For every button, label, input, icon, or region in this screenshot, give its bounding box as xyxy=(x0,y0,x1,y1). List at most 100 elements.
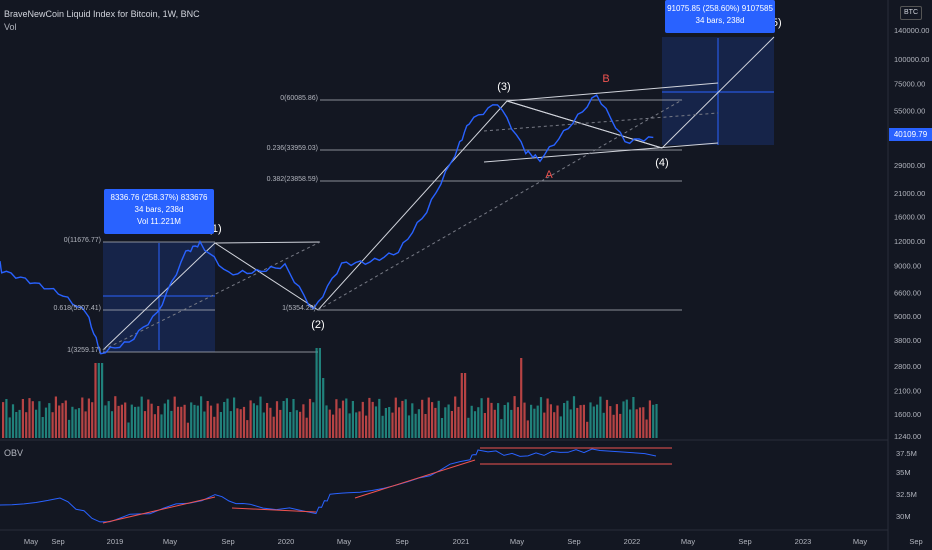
volume-bar xyxy=(110,411,114,438)
price-series-line[interactable] xyxy=(0,94,654,355)
volume-bar xyxy=(97,363,100,438)
volume-bar xyxy=(345,398,348,438)
volume-bar xyxy=(622,401,625,438)
volume-bar xyxy=(315,348,318,438)
volume-bar xyxy=(526,420,529,438)
obv-trendlines xyxy=(102,447,672,524)
fib-level-label: 0(60085.86) xyxy=(280,95,318,102)
volume-bar xyxy=(612,414,615,438)
tooltip-a-line1: 8336.76 (258.37%) 833676 xyxy=(110,193,208,202)
volume-bar xyxy=(470,405,473,438)
currency-badge[interactable]: BTC xyxy=(900,6,922,20)
volume-bar xyxy=(61,403,64,438)
price-tick-label: 6600.00 xyxy=(894,288,921,297)
volume-bar xyxy=(437,400,440,438)
volume-bar xyxy=(434,407,437,438)
volume-bar xyxy=(576,407,579,438)
volume-bar xyxy=(440,418,444,438)
volume-bar xyxy=(259,396,262,438)
volume-bar xyxy=(308,398,312,438)
volume-bar xyxy=(563,403,566,438)
volume-bar xyxy=(335,399,338,438)
volume-bar xyxy=(586,421,589,438)
volume-bar xyxy=(322,378,325,438)
volume-bar xyxy=(365,415,368,438)
volume-bar xyxy=(533,408,536,438)
volume-bar xyxy=(160,414,163,438)
volume-bar xyxy=(239,409,242,438)
price-tick-label: 2100.00 xyxy=(894,387,921,396)
current-price-tag: 40109.79 xyxy=(889,128,932,141)
volume-bar xyxy=(54,396,57,438)
volume-bar xyxy=(226,398,229,438)
volume-bar xyxy=(193,404,196,438)
wave-label: (2) xyxy=(311,319,324,331)
volume-bar xyxy=(242,406,246,438)
volume-bar xyxy=(500,419,503,438)
obv-tick-label: 30M xyxy=(896,512,911,521)
volume-bar xyxy=(404,399,407,438)
volume-bar xyxy=(642,407,645,438)
volume-bar xyxy=(77,408,81,438)
price-tick-label: 3800.00 xyxy=(894,336,921,345)
volume-bars xyxy=(2,348,658,438)
time-tick-label: Sep xyxy=(567,537,580,546)
wave-labels: (1)(2)(3)(4)(5)AB xyxy=(208,17,781,331)
volume-bar xyxy=(530,404,533,438)
volume-bar xyxy=(652,404,655,438)
volume-bar xyxy=(596,404,599,438)
time-tick-label: Sep xyxy=(395,537,408,546)
volume-bar xyxy=(279,409,282,438)
volume-bar xyxy=(483,413,486,438)
wave-label: (4) xyxy=(655,157,668,169)
volume-bar xyxy=(140,396,143,438)
volume-bar xyxy=(417,409,420,438)
volume-bar xyxy=(506,402,510,438)
volume-bar xyxy=(299,411,302,438)
volume-bar xyxy=(615,404,618,438)
volume-bar xyxy=(444,407,447,438)
volume-bar xyxy=(44,407,48,438)
volume-bar xyxy=(285,398,288,438)
volume-bar xyxy=(71,406,74,438)
volume-bar xyxy=(553,412,556,438)
volume-bar xyxy=(147,399,150,438)
volume-bar xyxy=(394,397,397,438)
volume-bar xyxy=(5,399,8,438)
volume-bar xyxy=(391,412,394,438)
volume-bar xyxy=(302,404,305,438)
volume-bar xyxy=(266,403,269,438)
volume-bar xyxy=(361,401,364,438)
price-tick-label: 16000.00 xyxy=(894,212,925,221)
price-tick-label: 5000.00 xyxy=(894,312,921,321)
volume-bar xyxy=(411,403,414,438)
chart-title: BraveNewCoin Liquid Index for Bitcoin, 1… xyxy=(4,9,200,19)
volume-bar xyxy=(516,407,519,438)
volume-bar xyxy=(229,411,232,438)
volume-bar xyxy=(48,403,51,438)
volume-bar xyxy=(180,406,183,438)
obv-series-line[interactable] xyxy=(0,448,657,523)
wave-label: B xyxy=(602,73,609,85)
volume-bar xyxy=(388,407,391,438)
time-tick-label: Sep xyxy=(738,537,751,546)
volume-bar xyxy=(91,402,94,438)
volume-bar xyxy=(427,397,430,438)
volume-bar xyxy=(101,363,104,438)
volume-bar xyxy=(137,406,140,438)
volume-bar xyxy=(602,412,605,438)
volume-bar xyxy=(629,409,632,438)
volume-bar xyxy=(269,407,272,438)
volume-bar xyxy=(41,417,44,438)
volume-bar xyxy=(31,401,34,438)
volume-bar xyxy=(167,399,170,438)
volume-bar xyxy=(648,400,651,438)
time-tick-label: May xyxy=(337,537,351,546)
volume-bar xyxy=(589,402,592,438)
volume-bar xyxy=(170,410,173,438)
price-tick-label: 1600.00 xyxy=(894,410,921,419)
volume-bar xyxy=(104,405,107,438)
time-tick-label: May xyxy=(510,537,524,546)
volume-bar xyxy=(407,415,411,438)
